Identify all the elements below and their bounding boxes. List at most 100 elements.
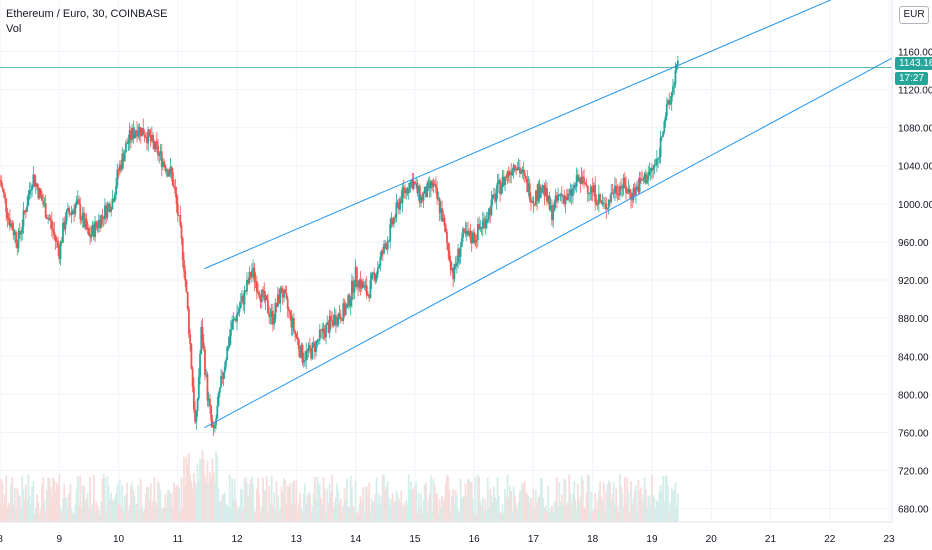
candle-body [341, 319, 343, 321]
candle-body [71, 210, 74, 212]
candle-body [274, 302, 277, 320]
candle-body [176, 204, 179, 216]
volume-bar [351, 486, 353, 522]
volume-bar [397, 499, 400, 522]
candle-body [448, 250, 451, 261]
currency-badge[interactable]: EUR [899, 6, 929, 24]
volume-bar [180, 477, 183, 522]
candle-body [113, 195, 116, 202]
volume-bar [385, 487, 388, 522]
candle-body [276, 294, 279, 307]
candle-body [94, 221, 96, 237]
candle-body [580, 176, 583, 184]
volume-bar [538, 495, 541, 522]
candle-body [143, 134, 146, 137]
volume-bar [620, 486, 622, 522]
volume-bar [165, 506, 168, 522]
volume-bar [674, 482, 677, 522]
volume-bar [315, 499, 318, 522]
candle-body [104, 205, 106, 220]
candle-body [90, 234, 93, 238]
volume-bar [480, 506, 483, 522]
volume-bar [573, 480, 576, 522]
candle-body [553, 202, 556, 212]
volume-bar [638, 491, 641, 522]
volume-bar [108, 500, 111, 522]
volume-bar [263, 490, 266, 522]
volume-bar [615, 488, 618, 522]
candle-body [174, 187, 177, 194]
volume-bar [94, 511, 96, 522]
candle-body [559, 193, 562, 195]
candle-body [379, 256, 382, 266]
candle-body [44, 203, 47, 218]
candle-body [478, 223, 480, 230]
volume-bar [302, 493, 305, 522]
candle-body [530, 199, 532, 203]
candle-body [659, 137, 662, 157]
candle-body [149, 135, 152, 142]
candle-body [385, 245, 388, 250]
candle-body [169, 167, 172, 174]
candle-body [52, 228, 54, 232]
lower-trendline[interactable] [204, 52, 902, 429]
volume-bar [669, 502, 672, 522]
volume-bar [633, 490, 636, 522]
candle-body [612, 192, 615, 194]
volume-bar [246, 482, 248, 522]
volume-bar [333, 501, 336, 522]
candle-body [673, 84, 676, 87]
volume-bar [464, 483, 467, 522]
candle-body [644, 173, 647, 184]
candle-body [606, 207, 609, 210]
volume-bar [386, 481, 389, 522]
volume-bar [355, 511, 358, 522]
volume-bar [0, 478, 3, 522]
volume-bar [185, 456, 188, 522]
candle-body [241, 295, 243, 303]
upper-trendline[interactable] [204, 0, 841, 270]
candle-body [202, 342, 205, 350]
volume-bar [606, 484, 609, 522]
price-axis[interactable]: 680.00 720.00 760.00 800.00 840.00 880.00 920.… [891, 0, 932, 550]
volume-bar [422, 500, 425, 522]
candle-body [125, 142, 127, 153]
candle-body [311, 342, 314, 359]
volume-bar [379, 504, 382, 522]
volume-bar [375, 477, 378, 522]
volume-bar [159, 490, 162, 522]
candle-body [79, 204, 82, 220]
candle-body [236, 313, 238, 322]
candle-body [546, 188, 548, 202]
candle-body [60, 241, 63, 243]
candle-body [307, 345, 310, 351]
volume-bar [126, 482, 129, 522]
candle-body [384, 243, 387, 246]
volume-indicator-label[interactable]: Vol [6, 23, 22, 35]
candle-body [262, 289, 264, 291]
volume-bar [567, 502, 569, 522]
time-axis[interactable]: 8 9 10 11 12 13 14 15 16 17 18 19 20 21 22 23 [0, 521, 895, 545]
candle-body [39, 188, 42, 195]
volume-bar [339, 498, 342, 522]
volume-bar [555, 477, 558, 522]
volume-bar [269, 503, 272, 522]
volume-bar [439, 508, 442, 522]
volume-bar [311, 505, 314, 522]
volume-bar [20, 508, 22, 522]
candle-body [183, 259, 185, 271]
volume-bar [118, 479, 121, 522]
candle-body [628, 188, 631, 193]
candle-body [216, 405, 219, 419]
volume-bar [416, 513, 419, 522]
volume-bar [206, 460, 209, 522]
candle-body [150, 135, 153, 142]
volume-bar [470, 481, 473, 522]
volume-bar [418, 508, 421, 522]
volume-bar [570, 504, 573, 522]
volume-bar [594, 493, 597, 522]
candle-body [363, 285, 366, 288]
candle-body [127, 141, 130, 144]
trendlines[interactable] [204, 0, 902, 429]
